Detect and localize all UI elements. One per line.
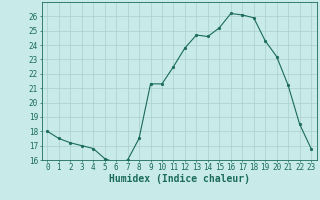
X-axis label: Humidex (Indice chaleur): Humidex (Indice chaleur) bbox=[109, 174, 250, 184]
